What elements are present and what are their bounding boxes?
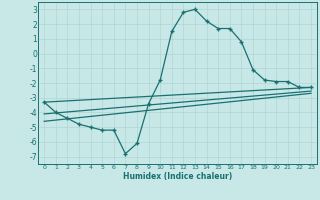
X-axis label: Humidex (Indice chaleur): Humidex (Indice chaleur) [123,172,232,181]
